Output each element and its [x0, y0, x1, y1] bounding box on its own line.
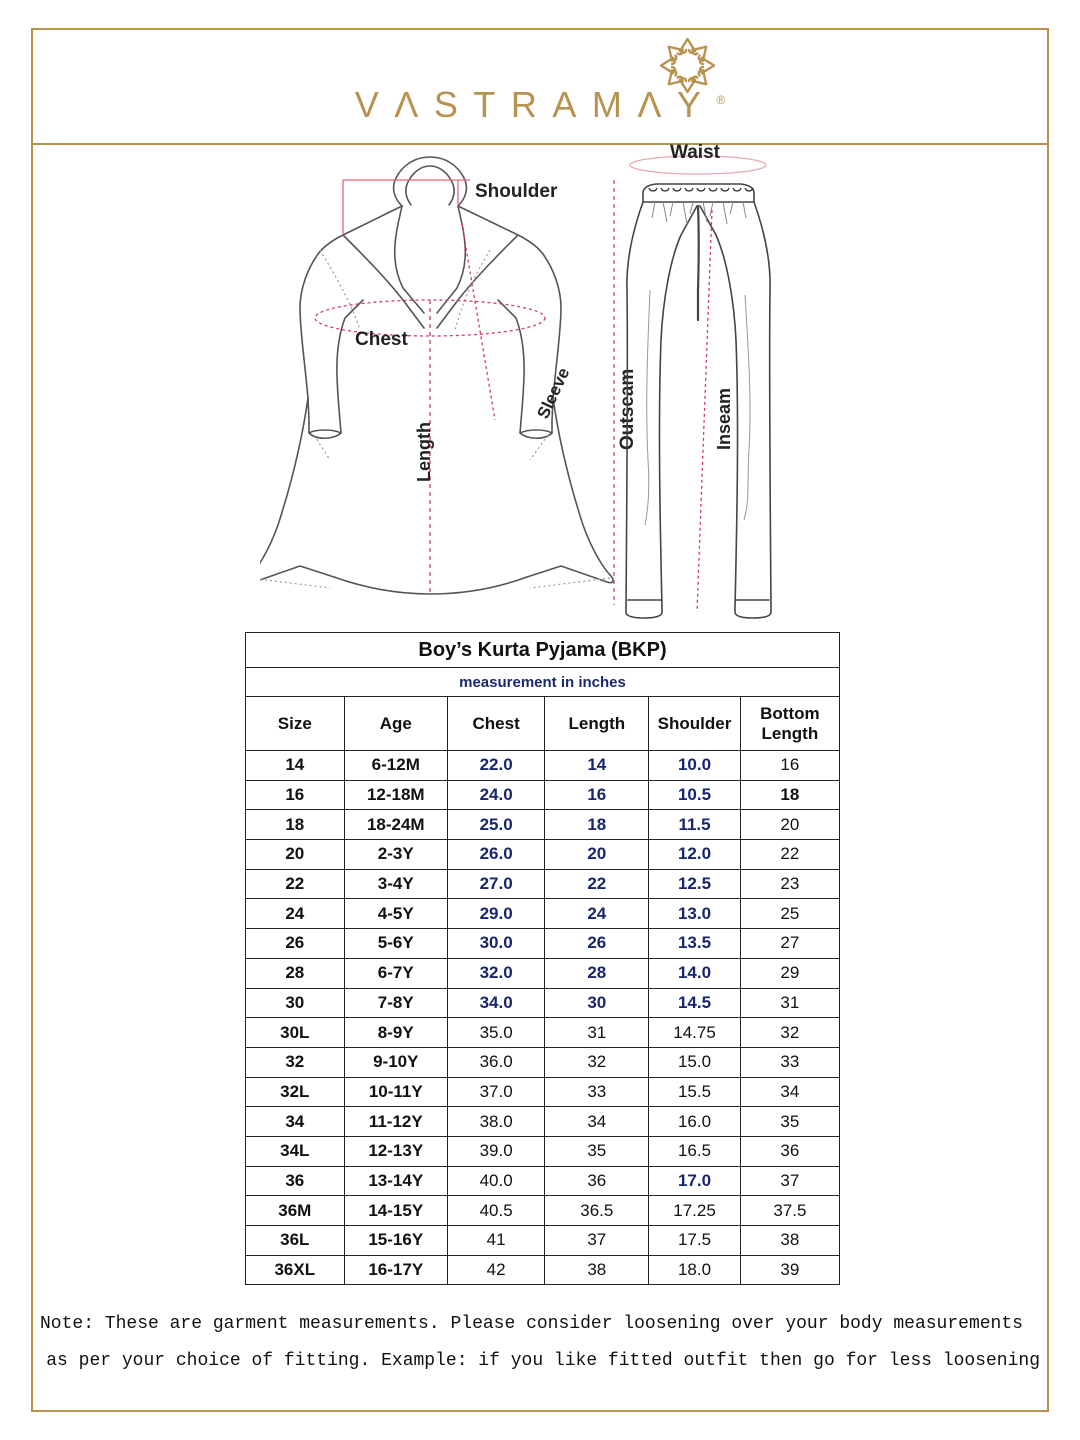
- svg-text:Sleeve: Sleeve: [533, 365, 573, 422]
- svg-text:Waist: Waist: [670, 142, 721, 163]
- svg-text:Chest: Chest: [355, 329, 408, 350]
- svg-text:Length: Length: [414, 422, 434, 482]
- svg-text:Inseam: Inseam: [714, 388, 734, 450]
- svg-text:Shoulder: Shoulder: [475, 181, 558, 202]
